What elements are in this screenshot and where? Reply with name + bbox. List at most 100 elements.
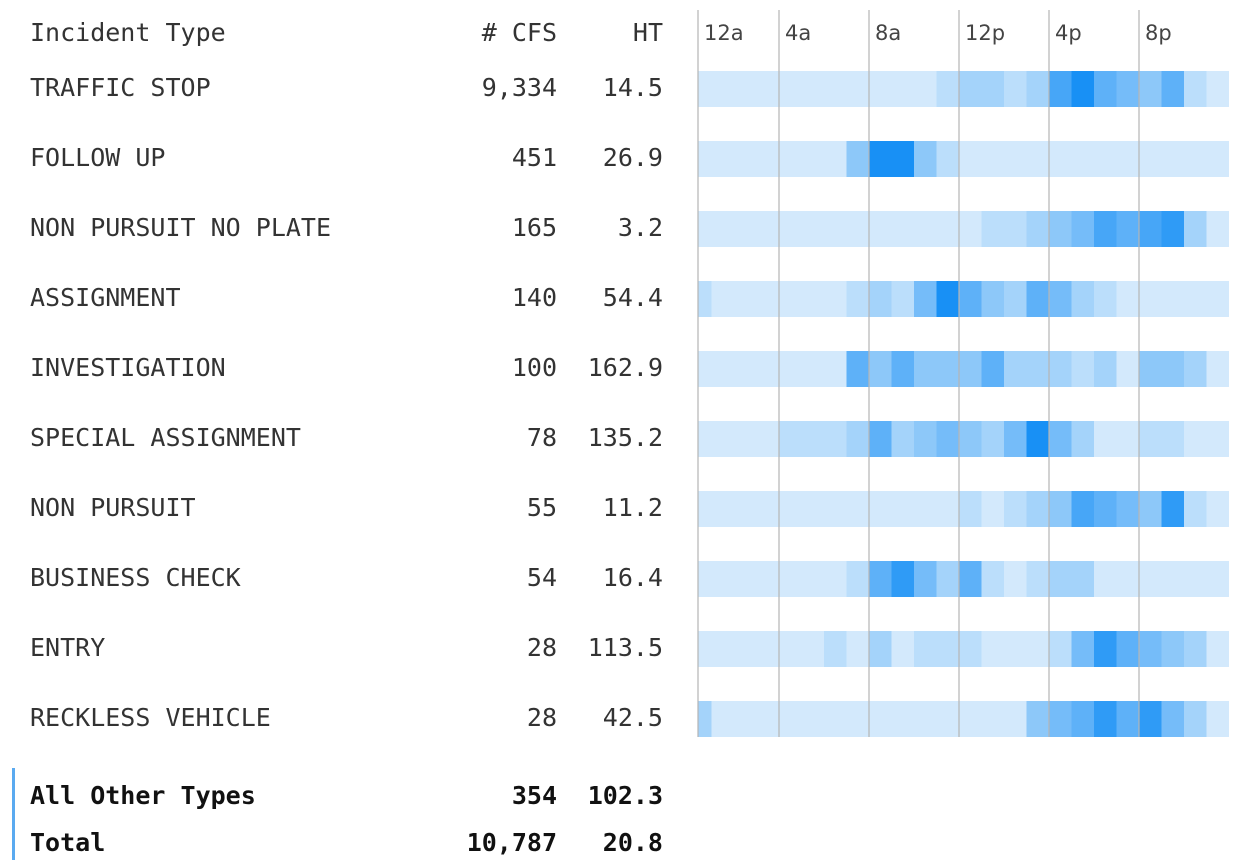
heat-cell bbox=[734, 631, 757, 667]
hour-label: 8p bbox=[1145, 21, 1172, 45]
heat-cell bbox=[824, 141, 847, 177]
heat-cell bbox=[914, 491, 937, 527]
heat-cell bbox=[1026, 491, 1049, 527]
heat-cell bbox=[756, 561, 779, 597]
heat-cell bbox=[698, 561, 712, 597]
heat-cell bbox=[1184, 491, 1207, 527]
heat-cell bbox=[824, 561, 847, 597]
heat-cell bbox=[824, 351, 847, 387]
heat-cell bbox=[981, 281, 1004, 317]
heat-cell bbox=[756, 281, 779, 317]
row-cfs: 100 bbox=[512, 353, 557, 382]
heat-cell bbox=[779, 701, 802, 737]
header-type: Incident Type bbox=[30, 18, 226, 47]
heat-cell bbox=[1049, 211, 1072, 247]
heat-cell bbox=[756, 421, 779, 457]
row-type: NON PURSUIT bbox=[30, 493, 196, 522]
heat-cell bbox=[846, 491, 869, 527]
heat-cell bbox=[1004, 631, 1027, 667]
heat-cell bbox=[1071, 351, 1094, 387]
heat-cell bbox=[1071, 491, 1094, 527]
heat-cell bbox=[801, 631, 824, 667]
heat-cell bbox=[734, 281, 757, 317]
heat-cell bbox=[734, 141, 757, 177]
heat-cell bbox=[1116, 351, 1139, 387]
heat-cell bbox=[1139, 701, 1162, 737]
heat-cell bbox=[1026, 351, 1049, 387]
row-ht: 54.4 bbox=[603, 283, 663, 312]
heat-cell bbox=[1184, 701, 1207, 737]
heat-cell bbox=[891, 351, 914, 387]
row-ht: 16.4 bbox=[603, 563, 663, 592]
heat-cell bbox=[1116, 281, 1139, 317]
heat-cell bbox=[959, 281, 982, 317]
heat-cell bbox=[1206, 211, 1229, 247]
row-ht: 135.2 bbox=[588, 423, 663, 452]
heat-cell bbox=[1049, 491, 1072, 527]
heat-cell bbox=[1026, 141, 1049, 177]
heat-cell bbox=[801, 491, 824, 527]
heat-cell bbox=[1004, 71, 1027, 107]
heat-cell bbox=[1094, 631, 1117, 667]
heat-cell bbox=[1206, 561, 1229, 597]
heat-cell bbox=[711, 561, 734, 597]
heat-cell bbox=[981, 561, 1004, 597]
heat-cell bbox=[779, 561, 802, 597]
heat-cell bbox=[779, 281, 802, 317]
heat-cell bbox=[1026, 71, 1049, 107]
other-cfs: 354 bbox=[512, 781, 557, 810]
heat-cell bbox=[1071, 211, 1094, 247]
heat-cell bbox=[711, 421, 734, 457]
heat-cell bbox=[1094, 351, 1117, 387]
heat-cell bbox=[1206, 281, 1229, 317]
heat-cell bbox=[801, 211, 824, 247]
heat-cell bbox=[1004, 351, 1027, 387]
heat-cell bbox=[1161, 421, 1184, 457]
heat-cell bbox=[734, 701, 757, 737]
heat-cell bbox=[734, 211, 757, 247]
heat-cell bbox=[959, 351, 982, 387]
heat-cell bbox=[1184, 211, 1207, 247]
heat-cell bbox=[734, 421, 757, 457]
heat-cell bbox=[698, 141, 712, 177]
heat-cell bbox=[734, 351, 757, 387]
heat-cell bbox=[914, 561, 937, 597]
heat-cell bbox=[936, 351, 959, 387]
other-type: All Other Types bbox=[30, 781, 256, 810]
heat-cell bbox=[824, 421, 847, 457]
heat-cell bbox=[1071, 71, 1094, 107]
heat-cell bbox=[801, 281, 824, 317]
summary-accent bbox=[12, 768, 15, 860]
heat-cell bbox=[1004, 141, 1027, 177]
heat-cell bbox=[1116, 701, 1139, 737]
row-type: ENTRY bbox=[30, 633, 105, 662]
heat-cell bbox=[1049, 421, 1072, 457]
heat-cell bbox=[846, 141, 869, 177]
heat-cell bbox=[1026, 211, 1049, 247]
row-type: SPECIAL ASSIGNMENT bbox=[30, 423, 301, 452]
heat-cell bbox=[1139, 141, 1162, 177]
heat-cell bbox=[959, 561, 982, 597]
heat-cell bbox=[936, 701, 959, 737]
heat-cell bbox=[734, 491, 757, 527]
heat-cell bbox=[1206, 631, 1229, 667]
heat-cell bbox=[756, 491, 779, 527]
heat-cell bbox=[914, 701, 937, 737]
heat-cell bbox=[1206, 491, 1229, 527]
heat-cell bbox=[981, 631, 1004, 667]
heat-cell bbox=[1071, 631, 1094, 667]
heat-cell bbox=[1094, 491, 1117, 527]
heat-cell bbox=[1004, 491, 1027, 527]
hour-label: 4p bbox=[1055, 21, 1082, 45]
heat-cell bbox=[1116, 631, 1139, 667]
heat-cell bbox=[891, 141, 914, 177]
heat-cell bbox=[891, 561, 914, 597]
heat-cell bbox=[1026, 631, 1049, 667]
heat-cell bbox=[801, 71, 824, 107]
row-ht: 11.2 bbox=[603, 493, 663, 522]
heat-cell bbox=[711, 631, 734, 667]
heat-cell bbox=[846, 421, 869, 457]
row-ht: 14.5 bbox=[603, 73, 663, 102]
heat-cell bbox=[1184, 631, 1207, 667]
heat-cell bbox=[824, 71, 847, 107]
